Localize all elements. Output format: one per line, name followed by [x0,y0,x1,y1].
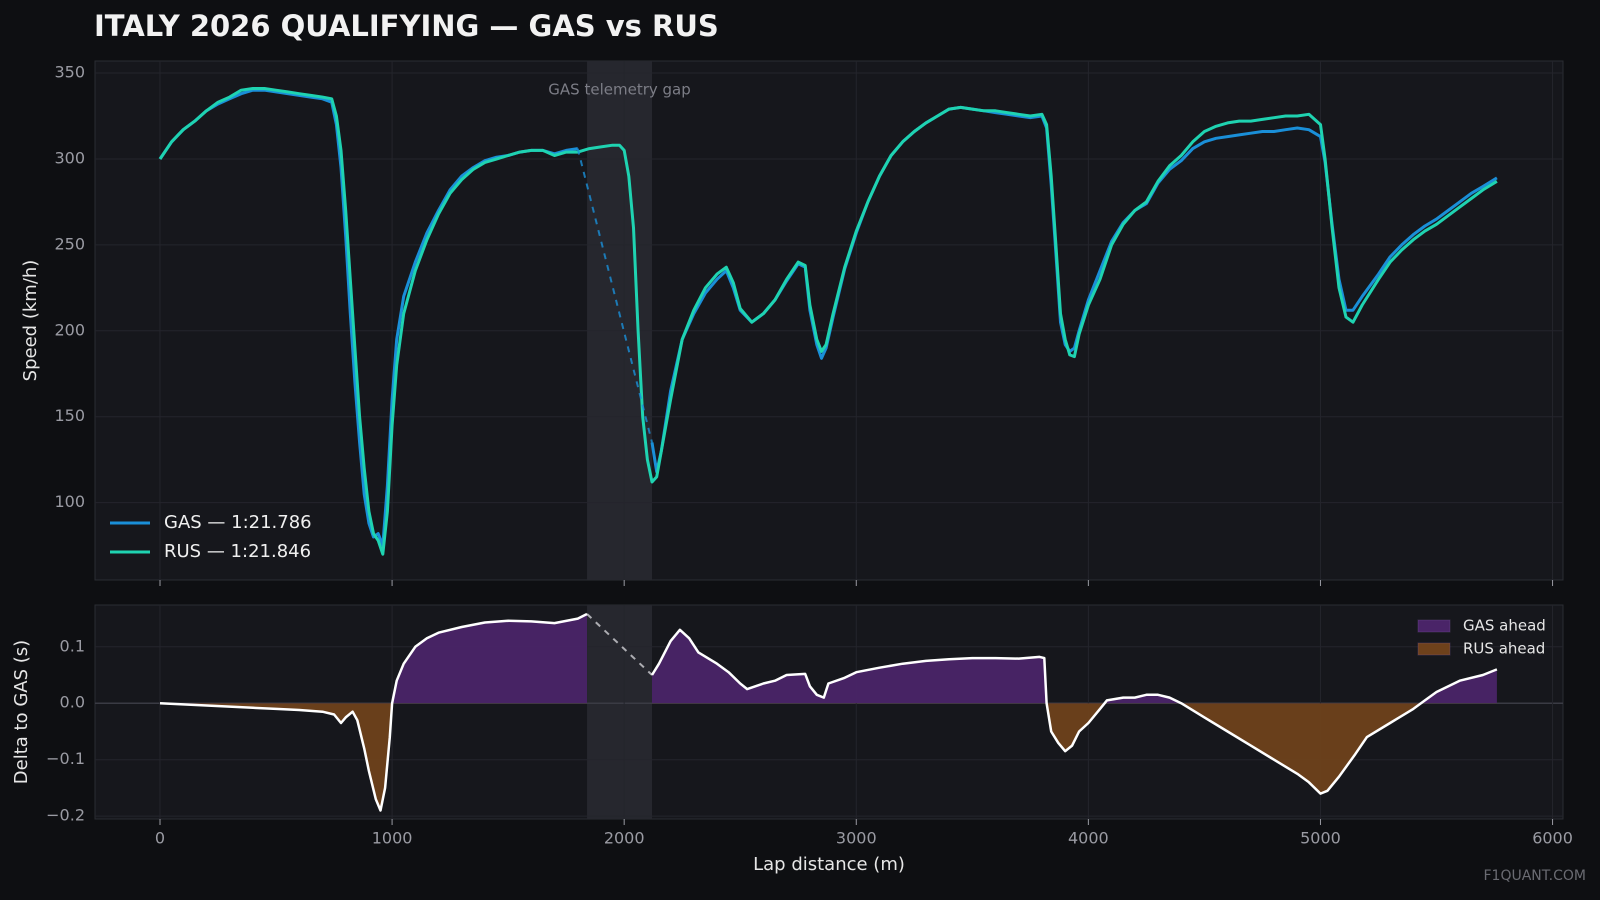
plot-area [94,60,1564,581]
y-axis-label: Delta to GAS (s) [11,640,32,784]
y-tick-label: −0.2 [46,806,85,825]
x-tick-label: 6000 [1532,829,1573,848]
y-axis-label: Speed (km/h) [20,260,41,382]
legend-label: GAS — 1:21.786 [164,512,312,533]
legend-label: RUS ahead [1463,640,1545,658]
y-tick-label: 100 [54,492,85,511]
chart-title: ITALY 2026 QUALIFYING — GAS vs RUS [94,9,719,43]
y-tick-label: 0.0 [60,693,85,712]
x-tick-label: 0 [155,829,165,848]
gap-label: GAS telemetry gap [548,81,690,99]
legend-swatch [1417,642,1451,656]
x-tick-label: 3000 [836,829,877,848]
series-group [158,87,1498,556]
x-tick-label: 1000 [372,829,413,848]
fill-group [160,703,1422,811]
y-tick-label: 350 [54,63,85,82]
delta-line [159,612,1498,812]
x-tick-label: 5000 [1300,829,1341,848]
y-tick-label: 300 [54,148,85,167]
legend-swatch [1417,619,1451,633]
delta-area [160,703,1422,811]
series-line [158,87,1498,556]
y-tick-label: 0.1 [60,636,85,655]
legend-label: GAS ahead [1463,617,1546,635]
fill-group [160,614,1497,704]
y-tick-label: 250 [54,234,85,253]
gap-connector [576,148,653,443]
x-tick-label: 2000 [604,829,645,848]
delta-area [160,614,1497,704]
gap-span [587,61,653,580]
legend-label: RUS — 1:21.846 [164,541,311,562]
y-tick-label: 200 [54,320,85,339]
gap-connector [586,613,653,676]
x-tick-label: 4000 [1068,829,1109,848]
x-axis-label: Lap distance (m) [753,854,905,875]
y-tick-label: −0.1 [46,749,85,768]
y-tick-label: 150 [54,406,85,425]
gap-span [587,605,653,819]
watermark: F1QUANT.COM [1484,868,1587,884]
